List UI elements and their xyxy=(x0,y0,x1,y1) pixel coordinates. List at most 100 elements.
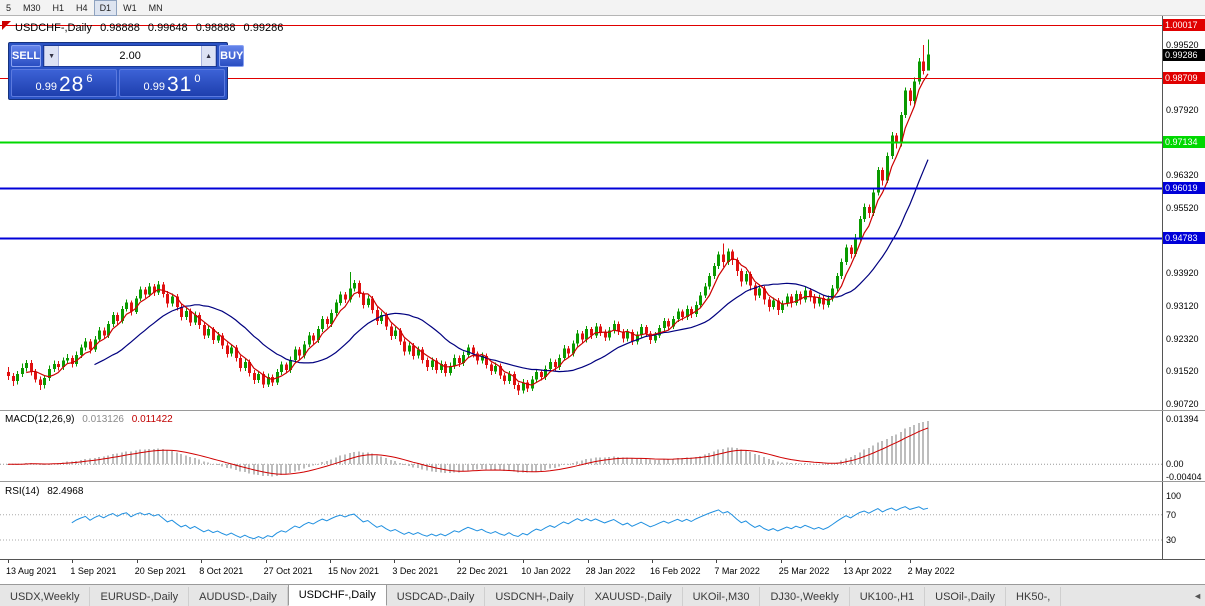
macd-name: MACD(12,26,9) xyxy=(5,414,75,425)
volume-stepper: ▼ ▲ xyxy=(43,45,218,67)
chart-tab-xauusd-daily[interactable]: XAUUSD-,Daily xyxy=(584,587,683,606)
macd-panel-plot[interactable] xyxy=(0,412,1162,481)
ohlc-low: 0.98888 xyxy=(195,22,236,34)
date-tick xyxy=(652,560,653,563)
chart-tab-usdcnh-daily[interactable]: USDCNH-,Daily xyxy=(485,587,585,606)
chart-tab-usdx-weekly[interactable]: USDX,Weekly xyxy=(0,587,91,606)
chart-tab-usdchf-daily[interactable]: USDCHF-,Daily xyxy=(287,584,387,606)
timeframe-button-w1[interactable]: W1 xyxy=(123,2,137,13)
chart-tab-eurusd-daily[interactable]: EURUSD-,Daily xyxy=(90,587,190,606)
axis-separator xyxy=(0,559,1205,560)
buy-price-sup: 0 xyxy=(194,73,201,85)
macd-tick-0.01394: 0.01394 xyxy=(1166,414,1199,425)
volume-decrement-icon[interactable]: ▼ xyxy=(44,46,60,66)
timeframe-toolbar: 5 M30 H1 H4 D1 W1 MN xyxy=(0,0,1205,16)
date-tick xyxy=(394,560,396,563)
date-tick xyxy=(587,560,589,563)
price-tick-0.93120: 0.93120 xyxy=(1166,300,1199,311)
date-label: 16 Feb 2022 xyxy=(650,566,701,576)
rsi-value: 82.4968 xyxy=(47,486,84,497)
main-macd-separator[interactable] xyxy=(0,410,1205,411)
buy-button[interactable]: BUY xyxy=(219,45,245,67)
rsi-line xyxy=(71,506,929,540)
price-tick-0.91520: 0.91520 xyxy=(1166,366,1199,377)
bid-price-box: 0.99286 xyxy=(1163,48,1205,61)
macd-signal-value: 0.011422 xyxy=(131,414,173,425)
rsi-panel-plot[interactable] xyxy=(0,483,1162,559)
macd-tick--0.00404: -0.00404 xyxy=(1166,472,1202,483)
date-label: 22 Dec 2021 xyxy=(456,566,508,576)
price-tick-0.99520: 0.99520 xyxy=(1166,39,1199,50)
main-chart-plot[interactable] xyxy=(0,16,1162,410)
date-tick xyxy=(8,560,9,563)
sell-button[interactable]: SELL xyxy=(11,45,42,67)
chart-corner-marker-icon xyxy=(2,21,11,30)
buy-price-button[interactable]: 0.99 31 0 xyxy=(119,69,225,97)
symbol-period-label: USDCHF-,Daily xyxy=(15,22,92,34)
date-tick xyxy=(330,560,331,563)
chart-tab-dj30-weekly[interactable]: DJ30-,Weekly xyxy=(760,587,850,606)
timeframe-button-d1[interactable]: D1 xyxy=(93,0,118,16)
chart-tab-hk50-[interactable]: HK50-, xyxy=(1006,587,1062,606)
chart-tab-usoil-daily[interactable]: USOil-,Daily xyxy=(925,587,1007,606)
date-tick xyxy=(523,560,525,563)
rsi-label: RSI(14) 82.4968 xyxy=(5,486,88,497)
ma-slow-line xyxy=(94,159,929,373)
timeframe-button-h4[interactable]: H4 xyxy=(76,2,88,13)
chart-tab-usdcad-daily[interactable]: USDCAD-,Daily xyxy=(386,587,486,606)
chart-tab-audusd-daily[interactable]: AUDUSD-,Daily xyxy=(189,587,288,606)
macd-tick-0.00: 0.00 xyxy=(1166,459,1184,470)
timeframe-button-mn[interactable]: MN xyxy=(148,2,163,13)
rsi-tick-70: 70 xyxy=(1166,509,1177,520)
buy-price-small: 0.99 xyxy=(143,81,165,93)
macd-histogram xyxy=(7,421,929,477)
ma-fast-line xyxy=(26,73,929,386)
ohlc-close: 0.99286 xyxy=(243,22,284,34)
sell-price-button[interactable]: 0.99 28 6 xyxy=(11,69,117,97)
chart-title: USDCHF-,Daily 0.98888 0.99648 0.98888 0.… xyxy=(15,22,288,34)
sell-price-big: 28 xyxy=(58,73,85,96)
line-price-box-0.97134: 0.97134 xyxy=(1163,136,1205,149)
timeframe-button-5[interactable]: 5 xyxy=(6,2,12,13)
line-price-box-1.00017: 1.00017 xyxy=(1163,18,1205,31)
ohlc-open: 0.98888 xyxy=(100,22,140,34)
ohlc-high: 0.99648 xyxy=(147,22,188,34)
line-price-box-0.96019: 0.96019 xyxy=(1163,181,1205,194)
volume-increment-icon[interactable]: ▲ xyxy=(201,46,217,66)
date-label: 8 Oct 2021 xyxy=(199,566,244,576)
price-tick-0.95520: 0.95520 xyxy=(1166,203,1199,214)
date-tick xyxy=(845,560,847,563)
volume-input[interactable] xyxy=(59,46,202,66)
price-tick-0.92320: 0.92320 xyxy=(1166,333,1199,344)
candles xyxy=(7,39,930,395)
buy-price-big: 31 xyxy=(166,73,193,96)
tab-scroll-left-icon[interactable]: ◄ xyxy=(1193,591,1202,601)
date-tick xyxy=(909,560,911,563)
line-price-box-0.98709: 0.98709 xyxy=(1163,72,1205,85)
date-label: 1 Sep 2021 xyxy=(70,566,117,576)
date-tick xyxy=(265,560,267,563)
price-tick-0.97920: 0.97920 xyxy=(1166,105,1199,116)
macd-label: MACD(12,26,9) 0.013126 0.011422 xyxy=(5,414,178,425)
date-label: 20 Sep 2021 xyxy=(134,566,186,576)
price-tick-0.93920: 0.93920 xyxy=(1166,268,1199,279)
price-tick-0.90720: 0.90720 xyxy=(1166,398,1199,409)
date-label: 15 Nov 2021 xyxy=(328,566,380,576)
price-tick-0.96320: 0.96320 xyxy=(1166,170,1199,181)
macd-signal-line xyxy=(7,427,929,475)
timeframe-button-h1[interactable]: H1 xyxy=(52,2,65,13)
date-tick xyxy=(458,560,460,563)
timeframe-button-m30[interactable]: M30 xyxy=(23,2,41,13)
rsi-tick-30: 30 xyxy=(1166,535,1177,545)
chart-tab-ukoil-m30[interactable]: UKOil-,M30 xyxy=(682,587,761,606)
chart-tab-uk100-h1[interactable]: UK100-,H1 xyxy=(849,587,926,606)
macd-rsi-separator[interactable] xyxy=(0,481,1205,482)
sell-price-small: 0.99 xyxy=(35,81,57,93)
date-tick xyxy=(201,560,203,563)
rsi-name: RSI(14) xyxy=(5,486,40,497)
date-tick xyxy=(72,560,74,563)
one-click-trade-panel: SELL ▼ ▲ BUY 0.99 28 6 0.99 31 0 xyxy=(8,42,245,100)
sell-price-sup: 6 xyxy=(86,73,93,85)
date-tick xyxy=(136,560,138,563)
date-axis[interactable]: 13 Aug 2021 1 Sep 2021 20 Sep 2021 8 Oct 20… xyxy=(0,559,1205,584)
